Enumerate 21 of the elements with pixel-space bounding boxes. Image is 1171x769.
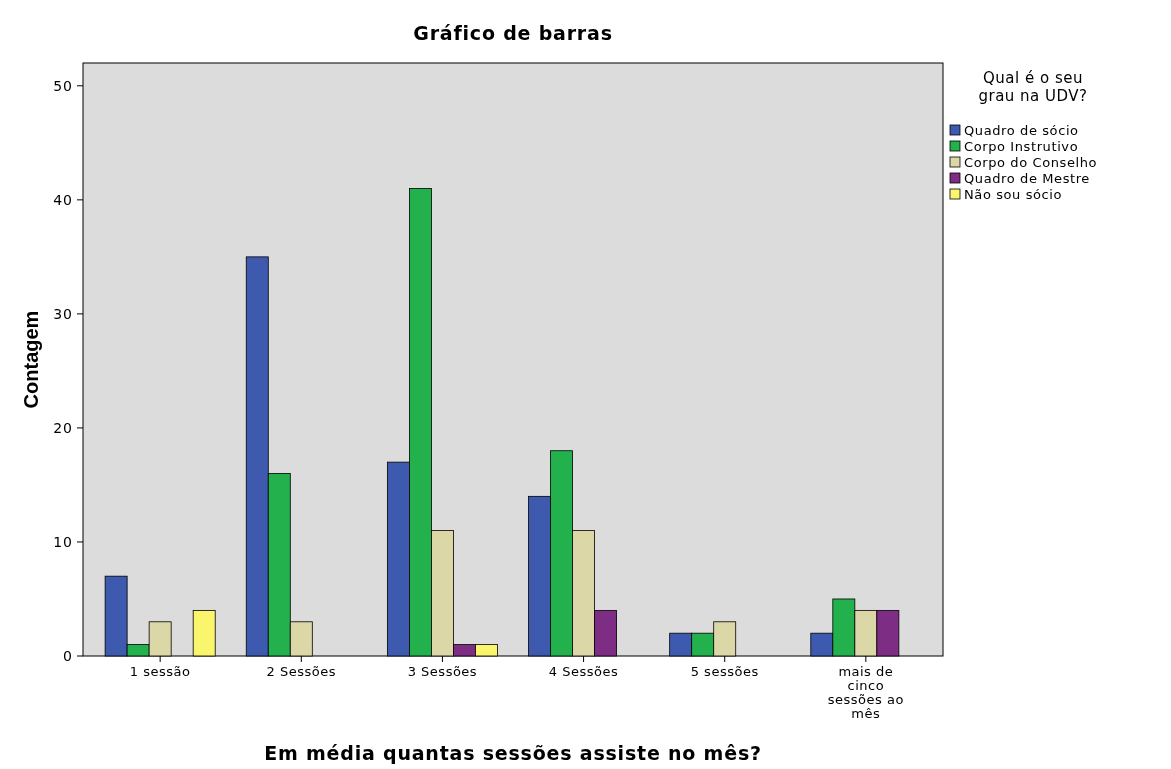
x-tick-label: 2 Sessões: [266, 664, 337, 679]
y-tick-label: 50: [53, 77, 73, 94]
legend-label: Corpo Instrutivo: [964, 138, 1079, 154]
legend-label: Quadro de sócio: [964, 122, 1079, 138]
y-tick-label: 30: [53, 305, 73, 322]
y-tick-label: 20: [53, 419, 73, 436]
x-axis-title: Em média quantas sessões assiste no mês?: [264, 742, 762, 764]
x-tick-label: 1 sessão: [129, 664, 191, 679]
legend-label: Não sou sócio: [964, 186, 1063, 202]
legend-label: Quadro de Mestre: [964, 170, 1090, 186]
y-axis-title: Contagem: [20, 310, 42, 409]
y-tick-label: 40: [53, 191, 73, 208]
x-tick-label: mais de cinco sessões ao mês: [827, 664, 904, 721]
legend-title: Qual é o seu grau na UDV?: [978, 69, 1088, 105]
x-tick-label: 5 sessões: [690, 664, 759, 679]
x-tick-label: 3 Sessões: [407, 664, 478, 679]
y-tick-label: 0: [63, 647, 73, 664]
x-tick-label: 4 Sessões: [548, 664, 619, 679]
legend-label: Corpo do Conselho: [964, 154, 1098, 170]
chart-title: Gráfico de barras: [413, 22, 613, 44]
y-tick-label: 10: [53, 533, 73, 550]
